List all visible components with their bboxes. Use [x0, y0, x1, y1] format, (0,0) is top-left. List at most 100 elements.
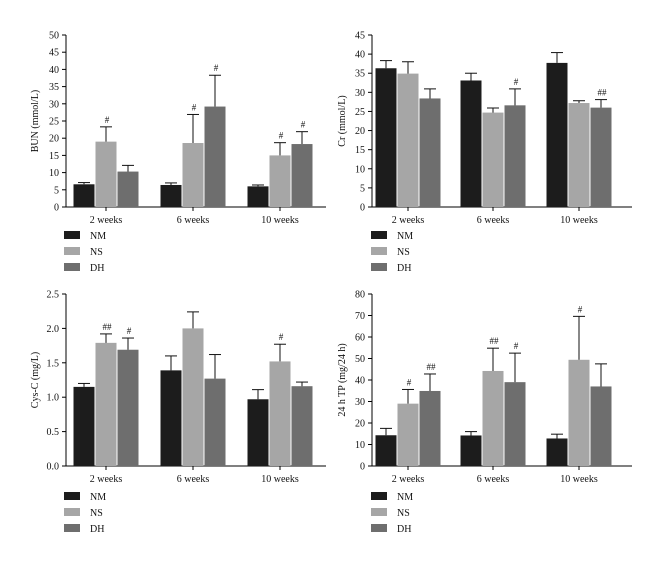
significance-mark: #	[214, 63, 219, 73]
bar-nm-2	[460, 435, 482, 466]
y-tick-label: 15	[49, 151, 59, 162]
chart-panel-1: 0 5 10 15 20 25 30 35 40 45 50 BUN (mmol/L) 2 weeks 6…	[30, 31, 326, 274]
x-tick-label: 2 weeks	[90, 474, 123, 485]
significance-mark: ##	[598, 88, 608, 98]
significance-mark: ##	[427, 362, 437, 372]
bar-ns-2	[482, 112, 504, 207]
legend-label-dh: DH	[397, 524, 411, 535]
bar-nm-3	[247, 186, 269, 207]
legend-swatch-dh	[371, 263, 387, 271]
legend-swatch-ns	[64, 508, 80, 516]
y-tick-label: 50	[355, 354, 365, 365]
chart-panel-3: 0.0 0.5 1.0 1.5 2.0 2.5 Cys-C (mg/L) 2 weeks 6 w…	[30, 290, 326, 535]
significance-mark: #	[279, 332, 284, 342]
legend-label-dh: DH	[90, 263, 104, 274]
legend-swatch-nm	[371, 231, 387, 239]
bar-nm-3	[546, 62, 568, 207]
bar-nm-1	[73, 386, 95, 466]
legend-swatch-dh	[64, 524, 80, 532]
x-tick-label: 10 weeks	[560, 474, 598, 485]
legend-swatch-dh	[64, 263, 80, 271]
bar-dh-2	[504, 382, 526, 466]
legend-label-ns: NS	[90, 508, 103, 519]
legend-label-nm: NM	[397, 492, 413, 503]
bar-dh-3	[590, 386, 612, 466]
y-tick-label: 50	[49, 31, 59, 42]
x-tick-label: 6 weeks	[477, 474, 510, 485]
bar-nm-2	[160, 370, 182, 466]
bar-dh-2	[204, 378, 226, 466]
y-tick-label: 2.5	[47, 290, 60, 301]
y-tick-label: 20	[355, 419, 365, 430]
legend-swatch-nm	[64, 492, 80, 500]
significance-mark: #	[279, 131, 284, 141]
x-tick-label: 10 weeks	[261, 474, 299, 485]
bar-dh-1	[419, 98, 441, 207]
y-tick-label: 10	[355, 440, 365, 451]
y-axis-label: 24 h TP (mg/24 h)	[337, 343, 348, 416]
y-tick-label: 35	[355, 69, 365, 80]
legend-label-dh: DH	[90, 524, 104, 535]
bar-dh-3	[291, 144, 313, 207]
chart-panel-4: 0 10 20 30 40 50 60 70 80 24 h TP (mg/24 h) 2 week…	[337, 290, 632, 535]
legend: NM NS DH	[371, 231, 413, 274]
legend-swatch-nm	[64, 231, 80, 239]
significance-mark: #	[578, 304, 583, 314]
legend-swatch-ns	[64, 247, 80, 255]
bar-nm-3	[247, 399, 269, 466]
y-tick-label: 0.5	[47, 427, 60, 438]
y-tick-label: 45	[49, 48, 59, 59]
legend: NM NS DH	[64, 492, 106, 535]
x-tick-label: 10 weeks	[560, 215, 598, 226]
bar-dh-3	[291, 386, 313, 466]
bar-nm-1	[375, 68, 397, 208]
significance-mark: #	[407, 377, 412, 387]
bar-nm-1	[73, 184, 95, 207]
y-tick-label: 25	[49, 117, 59, 128]
bar-dh-1	[117, 349, 139, 466]
y-tick-label: 30	[49, 99, 59, 110]
y-tick-label: 0	[360, 462, 365, 473]
y-tick-label: 80	[355, 290, 365, 301]
x-tick-label: 6 weeks	[177, 474, 210, 485]
y-tick-label: 70	[355, 311, 365, 322]
bar-dh-3	[590, 107, 612, 207]
significance-mark: #	[514, 77, 519, 87]
significance-mark: #	[301, 120, 306, 130]
bar-ns-1	[95, 342, 117, 466]
legend-label-ns: NS	[90, 247, 103, 258]
x-tick-label: 2 weeks	[90, 215, 123, 226]
y-tick-label: 40	[49, 65, 59, 76]
legend-label-ns: NS	[397, 508, 410, 519]
y-tick-label: 0	[54, 203, 59, 214]
legend-label-dh: DH	[397, 263, 411, 274]
y-tick-label: 45	[355, 31, 365, 42]
legend-swatch-ns	[371, 247, 387, 255]
legend: NM NS DH	[371, 492, 413, 535]
y-tick-label: 15	[355, 145, 365, 156]
bar-nm-1	[375, 435, 397, 466]
y-tick-label: 20	[355, 126, 365, 137]
bar-ns-1	[397, 73, 419, 207]
significance-mark: ##	[490, 336, 500, 346]
y-tick-label: 0	[360, 203, 365, 214]
legend-label-ns: NS	[397, 247, 410, 258]
legend-swatch-dh	[371, 524, 387, 532]
bar-nm-2	[460, 80, 482, 207]
y-tick-label: 2.0	[47, 324, 60, 335]
bar-ns-1	[95, 141, 117, 207]
significance-mark: ##	[103, 322, 113, 332]
legend-label-nm: NM	[397, 231, 413, 242]
bar-dh-2	[204, 106, 226, 207]
y-tick-label: 20	[49, 134, 59, 145]
legend: NM NS DH	[64, 231, 106, 274]
y-tick-label: 10	[49, 168, 59, 179]
bar-nm-2	[160, 184, 182, 207]
significance-mark: #	[192, 102, 197, 112]
y-axis-label: Cys-C (mg/L)	[30, 352, 41, 408]
bar-ns-2	[182, 143, 204, 207]
legend-label-nm: NM	[90, 231, 106, 242]
bar-dh-1	[419, 390, 441, 466]
x-tick-label: 6 weeks	[177, 215, 210, 226]
